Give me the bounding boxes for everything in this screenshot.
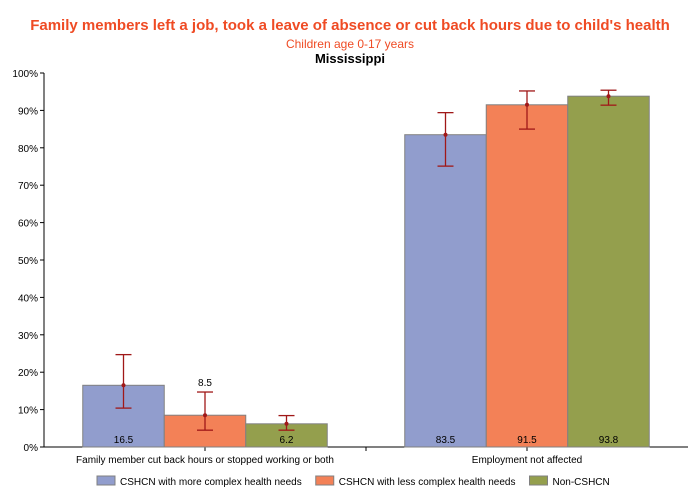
- data-label: 6.2: [280, 435, 294, 446]
- chart-title: Family members left a job, took a leave …: [30, 17, 670, 34]
- x-tick-label: Family member cut back hours or stopped …: [76, 455, 334, 466]
- y-tick-label: 0%: [24, 443, 39, 454]
- y-tick-label: 100%: [12, 69, 38, 80]
- bar: [567, 95, 650, 448]
- y-tick-label: 60%: [18, 219, 38, 230]
- legend-label: CSHCN with more complex health needs: [120, 477, 302, 488]
- legend-swatch: [96, 475, 116, 486]
- data-label: 93.8: [599, 435, 619, 446]
- chart-subtitle: Children age 0-17 years: [285, 37, 415, 51]
- y-tick-label: 70%: [18, 181, 38, 192]
- point-estimate: [203, 413, 207, 418]
- y-tick-label: 80%: [18, 144, 38, 155]
- legend-label: Non-CSHCN: [553, 477, 610, 488]
- data-label: 8.5: [198, 378, 212, 389]
- point-estimate: [525, 102, 529, 107]
- bar: [404, 134, 487, 448]
- data-label: 83.5: [436, 435, 456, 446]
- point-estimate: [284, 421, 289, 426]
- legend-label: CSHCN with less complex health needs: [339, 477, 516, 488]
- data-label: 91.5: [517, 435, 537, 446]
- y-tick-label: 10%: [18, 406, 38, 417]
- y-tick-label: 30%: [18, 331, 38, 342]
- data-label: 16.5: [114, 435, 134, 446]
- bar: [485, 104, 569, 448]
- y-tick-label: 20%: [18, 368, 38, 379]
- point-estimate: [606, 94, 611, 99]
- y-tick-label: 40%: [18, 293, 38, 304]
- point-estimate: [121, 383, 126, 388]
- y-tick-label: 50%: [18, 256, 38, 267]
- x-tick-label: Employment not affected: [472, 455, 582, 466]
- chart-location: Mississippi: [314, 51, 386, 66]
- legend-swatch: [529, 475, 548, 486]
- point-estimate: [443, 132, 448, 137]
- y-tick-label: 90%: [18, 106, 38, 117]
- legend-swatch: [315, 475, 335, 486]
